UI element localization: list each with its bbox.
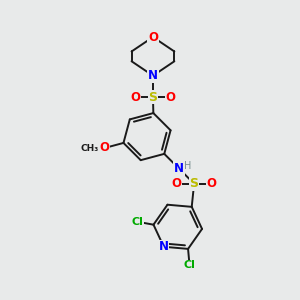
Text: N: N	[148, 69, 158, 82]
Text: Cl: Cl	[184, 260, 196, 270]
Text: CH₃: CH₃	[80, 144, 98, 153]
Text: O: O	[100, 141, 110, 154]
Text: O: O	[206, 177, 216, 190]
Text: N: N	[174, 162, 184, 175]
Text: O: O	[172, 177, 182, 190]
Text: O: O	[165, 91, 175, 103]
Text: Cl: Cl	[131, 217, 143, 227]
Text: S: S	[190, 177, 199, 190]
Text: S: S	[148, 91, 158, 103]
Text: H: H	[184, 161, 191, 171]
Text: O: O	[131, 91, 141, 103]
Text: N: N	[159, 240, 169, 253]
Text: O: O	[148, 31, 158, 44]
